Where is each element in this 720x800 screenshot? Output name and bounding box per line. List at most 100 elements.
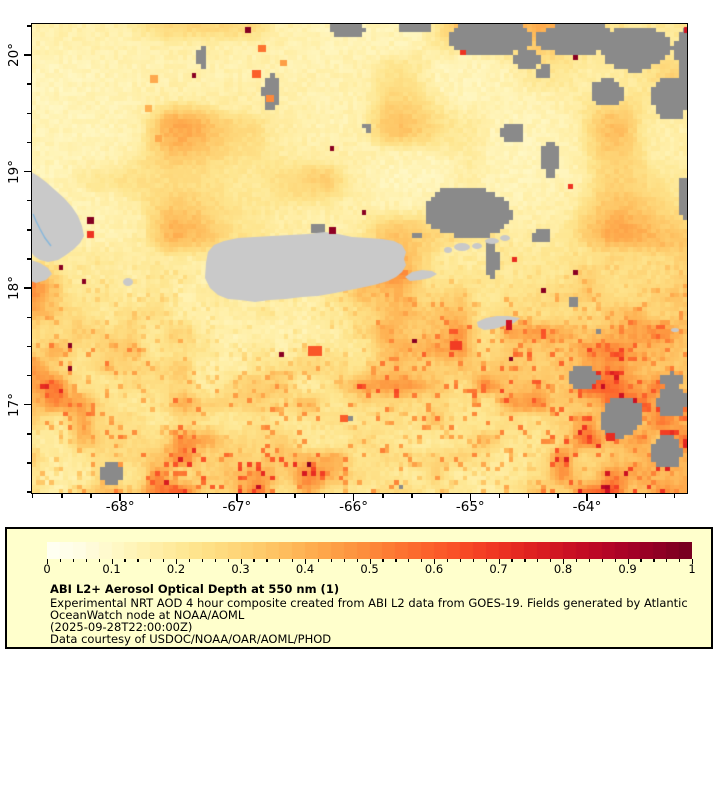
x-major-tick bbox=[236, 494, 238, 501]
colorbar-tick-label: 0.9 bbox=[618, 562, 637, 576]
y-minor-tick bbox=[27, 433, 31, 435]
colorbar-minor-tick bbox=[511, 559, 513, 562]
x-minor-tick bbox=[265, 494, 267, 498]
colorbar-tick-label: 0.1 bbox=[102, 562, 121, 576]
x-tick-label: -68° bbox=[105, 499, 135, 515]
colorbar-minor-tick bbox=[343, 559, 345, 562]
colorbar-minor-tick bbox=[382, 559, 384, 562]
colorbar-tick-label: 0 bbox=[43, 562, 51, 576]
colorbar-minor-tick bbox=[72, 559, 75, 562]
colorbar-minor-tick bbox=[524, 559, 526, 562]
colorbar-minor-tick bbox=[472, 559, 474, 562]
colorbar-minor-tick bbox=[575, 559, 578, 562]
colorbar-minor-tick bbox=[666, 559, 668, 562]
colorbar-minor-tick bbox=[601, 559, 603, 562]
aod-raster-canvas bbox=[31, 23, 688, 494]
colorbar-major-tick bbox=[111, 559, 113, 564]
colorbar-minor-tick bbox=[653, 559, 655, 562]
x-minor-tick bbox=[323, 494, 326, 498]
colorbar-minor-tick bbox=[188, 559, 191, 562]
colorbar-major-tick bbox=[692, 559, 694, 564]
colorbar-minor-tick bbox=[227, 559, 229, 562]
colorbar-tick-label: 0.3 bbox=[231, 562, 250, 576]
y-minor-tick bbox=[27, 491, 31, 493]
x-minor-tick bbox=[557, 494, 559, 498]
colorbar-minor-tick bbox=[408, 559, 410, 562]
legend-line: (2025-09-28T22:00:00Z) bbox=[50, 620, 193, 635]
legend-panel: 0 0.1 0.2 0.3 0.4 0.5 0.6 0.7 0.8 0.9 1 ABI L2+ Ae… bbox=[5, 527, 713, 649]
x-minor-tick bbox=[644, 494, 647, 498]
colorbar-minor-tick bbox=[485, 559, 487, 562]
y-major-tick bbox=[24, 170, 31, 173]
x-tick-label: -64° bbox=[572, 499, 602, 515]
x-minor-tick bbox=[148, 494, 151, 498]
x-major-tick bbox=[119, 494, 121, 501]
y-minor-tick bbox=[27, 141, 31, 144]
y-minor-tick bbox=[27, 462, 31, 464]
y-minor-tick bbox=[27, 83, 31, 85]
colorbar-minor-tick bbox=[614, 559, 616, 562]
legend-text: ABI L2+ Aerosol Optical Depth at 550 nm … bbox=[50, 582, 691, 647]
y-minor-tick bbox=[27, 25, 31, 27]
x-minor-tick bbox=[440, 494, 442, 498]
colorbar-minor-tick bbox=[356, 559, 358, 562]
y-tick-label: 17° bbox=[6, 392, 22, 417]
x-tick-label: -67° bbox=[222, 499, 252, 515]
colorbar-minor-tick bbox=[330, 559, 333, 562]
y-minor-tick bbox=[27, 112, 31, 115]
x-minor-tick bbox=[61, 494, 63, 498]
y-minor-tick bbox=[27, 258, 31, 260]
colorbar-major-tick bbox=[47, 559, 49, 564]
legend-line: Data courtesy of USDOC/NOAA/OAR/AOML/PHO… bbox=[50, 632, 332, 647]
x-tick-label: -66° bbox=[339, 499, 368, 515]
legend-title: ABI L2+ Aerosol Optical Depth at 550 nm … bbox=[50, 582, 340, 596]
x-minor-tick bbox=[411, 494, 413, 498]
x-major-tick bbox=[352, 494, 355, 501]
colorbar-minor-tick bbox=[59, 559, 62, 562]
colorbar-minor-tick bbox=[550, 559, 552, 562]
colorbar-minor-tick bbox=[124, 559, 126, 562]
colorbar-tick-label: 1 bbox=[688, 562, 696, 576]
colorbar-major-tick bbox=[305, 559, 307, 564]
x-major-tick bbox=[586, 494, 588, 501]
x-minor-tick bbox=[177, 494, 180, 498]
colorbar-minor-tick bbox=[317, 559, 320, 562]
colorbar-tick-label: 0.6 bbox=[424, 562, 444, 576]
colorbar-minor-tick bbox=[588, 559, 591, 562]
y-major-tick bbox=[24, 54, 31, 56]
colorbar-minor-tick bbox=[85, 559, 87, 562]
y-minor-tick bbox=[27, 345, 31, 348]
colorbar-minor-tick bbox=[537, 559, 539, 562]
colorbar-minor-tick bbox=[150, 559, 152, 562]
colorbar-minor-tick bbox=[640, 559, 642, 562]
colorbar-minor-tick bbox=[459, 559, 462, 562]
x-tick-label: -65° bbox=[455, 499, 485, 515]
y-minor-tick bbox=[27, 316, 31, 319]
legend-line: OceanWatch node at NOAA/AOML bbox=[50, 607, 245, 622]
colorbar-minor-tick bbox=[253, 559, 255, 562]
colorbar-major-tick bbox=[369, 559, 371, 564]
colorbar bbox=[47, 542, 692, 559]
colorbar-major-tick bbox=[176, 559, 178, 564]
x-minor-tick bbox=[673, 494, 676, 498]
colorbar-tick-label: 0.8 bbox=[553, 562, 573, 576]
colorbar-major-tick bbox=[498, 559, 500, 564]
y-major-tick bbox=[24, 403, 31, 406]
colorbar-minor-tick bbox=[279, 559, 281, 562]
y-major-tick bbox=[24, 287, 31, 289]
colorbar-tick-label: 0.5 bbox=[360, 562, 379, 576]
colorbar-major-tick bbox=[563, 559, 565, 564]
x-minor-tick bbox=[382, 494, 384, 498]
colorbar-major-tick bbox=[434, 559, 436, 564]
colorbar-minor-tick bbox=[679, 559, 681, 562]
colorbar-major-tick bbox=[627, 559, 629, 564]
legend-line: Experimental NRT AOD 4 hour composite cr… bbox=[50, 595, 688, 610]
y-tick-label: 19° bbox=[6, 159, 22, 184]
colorbar-minor-tick bbox=[214, 559, 216, 562]
colorbar-major-tick bbox=[240, 559, 242, 564]
colorbar-minor-tick bbox=[292, 559, 294, 562]
y-tick-label: 20° bbox=[6, 43, 22, 67]
colorbar-minor-tick bbox=[395, 559, 397, 562]
y-minor-tick bbox=[27, 374, 31, 377]
